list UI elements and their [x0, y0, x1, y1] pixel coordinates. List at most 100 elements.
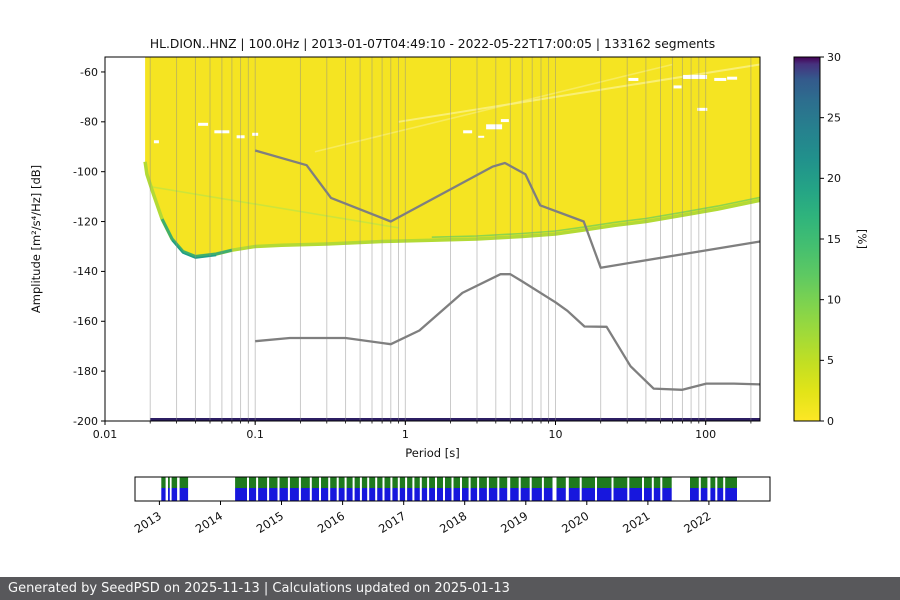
- availability-gap: [660, 477, 663, 501]
- availability-gap: [319, 477, 321, 501]
- y-tick-label: -140: [73, 265, 98, 278]
- x-axis-label: Period [s]: [405, 446, 459, 460]
- availability-gap: [397, 477, 400, 501]
- year-label: 2020: [559, 509, 591, 536]
- availability-gap: [486, 477, 489, 501]
- x-gridlines: [149, 57, 752, 421]
- availability-gap: [565, 477, 569, 501]
- ppsd-streak: [150, 185, 399, 229]
- ppsd-gap-patch: [153, 140, 159, 144]
- availability-run-top: [161, 477, 166, 488]
- availability-run-bottom: [161, 488, 166, 501]
- availability-gap: [309, 477, 312, 501]
- availability-gap: [359, 477, 362, 501]
- x-tick-label: 100: [695, 428, 716, 441]
- availability-gap: [497, 477, 500, 501]
- ppsd-gap-patch: [673, 85, 682, 89]
- ppsd-gap-patch: [697, 107, 708, 111]
- availability-gap: [460, 477, 462, 501]
- footer-bar: Generated by SeedPSD on 2025-11-13 | Cal…: [0, 577, 900, 600]
- ppsd-gap-patch: [478, 135, 485, 138]
- y-tick-label: -180: [73, 365, 98, 378]
- availability-gap: [352, 477, 355, 501]
- colorbar: [793, 56, 821, 422]
- year-label: 2016: [315, 509, 347, 536]
- availability-run-bottom: [179, 488, 189, 501]
- availability-gap: [336, 477, 339, 501]
- x-tick-label: 0.01: [93, 428, 118, 441]
- availability-gap: [298, 477, 301, 501]
- footer-text: Generated by SeedPSD on 2025-11-13 | Cal…: [8, 581, 510, 596]
- ppsd-density-region: [145, 57, 760, 257]
- y-tick-label: -60: [80, 66, 98, 79]
- availability-gap: [651, 477, 654, 501]
- x-axis: 0.01 0.1 1 10 100: [93, 421, 752, 441]
- availability-gap: [698, 477, 701, 501]
- ppsd-gap-patch: [628, 77, 639, 81]
- availability-border: [134, 476, 771, 502]
- ppsd-gap-patch: [486, 124, 503, 130]
- seedpsd-figure: 0.01 0.1 1 10 100-60-80-100-120-140-160-180-…: [29, 37, 869, 536]
- availability-gap: [427, 477, 430, 501]
- ppsd-gap-patch: [500, 119, 509, 123]
- availability-gap: [328, 477, 331, 501]
- colorbar-label: [%]: [855, 229, 869, 249]
- availability-gap: [468, 477, 471, 501]
- y-axis-label: Amplitude [m²/s⁴/Hz] [dB]: [29, 165, 43, 313]
- availability-gap: [375, 477, 378, 501]
- ppsd-streak: [398, 63, 760, 123]
- availability-gap: [518, 477, 521, 501]
- year-label: 2019: [498, 509, 530, 536]
- availability-gap: [723, 477, 726, 501]
- availability-gap: [451, 477, 454, 501]
- y-axis: -60 -80 -100 -120 -140 -160 -180 -200: [73, 66, 105, 428]
- ppsd-heatmap: [143, 57, 760, 421]
- ppsd-streak: [314, 63, 673, 153]
- colorbar-tick-label: 20: [827, 172, 841, 185]
- ppsd-gap-patch: [683, 74, 708, 79]
- year-label: 2013: [132, 509, 164, 536]
- availability-gap: [247, 477, 249, 501]
- availability-gap: [412, 477, 415, 501]
- year-label: 2022: [681, 509, 713, 536]
- x-tick-label: 1: [402, 428, 409, 441]
- availability-gap: [715, 477, 718, 501]
- availability-timeline: 2013 2014 2015 2016 2017 2018 2019 2020 2021 2022: [132, 476, 771, 536]
- year-label: 2018: [437, 509, 469, 536]
- ppsd-gap-patch: [727, 76, 738, 80]
- plot-border: [104, 56, 761, 422]
- colorbar-tick-label: 30: [827, 51, 841, 64]
- ppsd-gap-patch: [198, 122, 209, 126]
- colorbar-tick-label: 10: [827, 293, 841, 306]
- ppsd-mode-band: [171, 239, 217, 259]
- availability-gap: [419, 477, 422, 501]
- availability-gap: [611, 477, 614, 501]
- y-tick-label: -160: [73, 315, 98, 328]
- y-tick-label: -120: [73, 215, 98, 228]
- ppsd-gap-patch: [463, 130, 473, 134]
- availability-gap: [267, 477, 270, 501]
- y-tick-label: -200: [73, 415, 98, 428]
- availability-run-bottom: [690, 488, 737, 501]
- availability-gap: [277, 477, 280, 501]
- availability-run-bottom: [168, 488, 170, 501]
- ppsd-mode-band: [160, 218, 233, 259]
- availability-gap: [541, 477, 544, 501]
- year-label: 2017: [376, 509, 408, 536]
- noise-model-low-curve: [255, 273, 761, 391]
- x-tick-label: 0.1: [246, 428, 264, 441]
- colorbar-tick-label: 5: [827, 354, 834, 367]
- availability-gap: [507, 477, 511, 501]
- availability-gap: [390, 477, 393, 501]
- ppsd-mode-band: [431, 196, 760, 238]
- availability-gap: [405, 477, 408, 501]
- availability-gap: [552, 477, 557, 501]
- x-tick-label: 10: [549, 428, 563, 441]
- availability-gap: [579, 477, 582, 501]
- availability-run-top: [168, 477, 170, 488]
- colorbar-tick-label: 0: [827, 415, 834, 428]
- year-label: 2015: [254, 509, 286, 536]
- availability-gap: [382, 477, 385, 501]
- availability-gap: [435, 477, 437, 501]
- availability-run-top: [171, 477, 178, 488]
